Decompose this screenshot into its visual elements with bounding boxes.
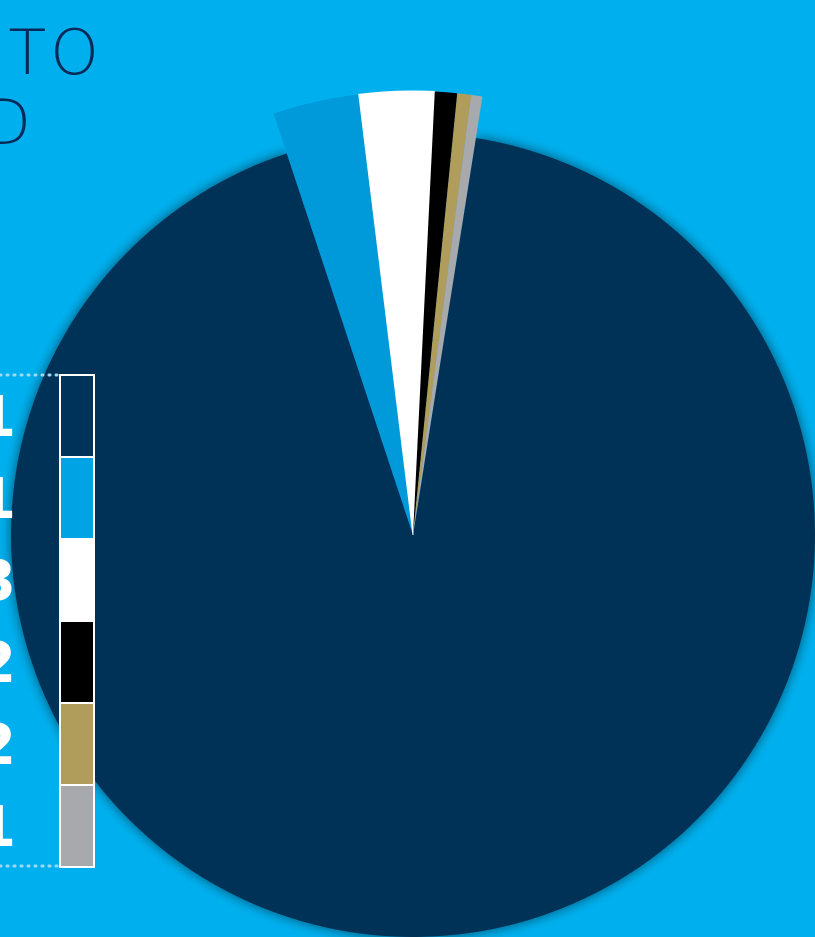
chart-title-line-2: D [0, 86, 35, 159]
legend-swatch-4 [59, 620, 95, 704]
pie-slice-2 [273, 94, 413, 535]
legend-value-2: 1 [0, 467, 16, 532]
chart-title-line-1: TO [8, 16, 103, 89]
pie-slice-1 [10, 137, 815, 937]
pie-slice-5 [413, 93, 472, 536]
pie-slice-6 [413, 94, 483, 535]
legend-value-5: 2 [0, 713, 16, 778]
legend-value-1: 1 [0, 385, 16, 450]
legend-value-3: 3 [0, 549, 16, 614]
pie-slice-4 [413, 91, 458, 535]
pie-slices [10, 90, 815, 937]
pie-slice-3 [358, 90, 436, 536]
legend-value-6: 1 [0, 795, 16, 860]
legend-swatch-5 [59, 702, 95, 786]
legend: 1 1 3 2 2 1 [0, 373, 95, 868]
legend-swatch-3 [59, 538, 95, 622]
legend-swatch-6 [59, 784, 95, 868]
legend-swatch-1 [59, 374, 95, 458]
legend-value-4: 2 [0, 631, 16, 696]
legend-swatch-2 [59, 456, 95, 540]
